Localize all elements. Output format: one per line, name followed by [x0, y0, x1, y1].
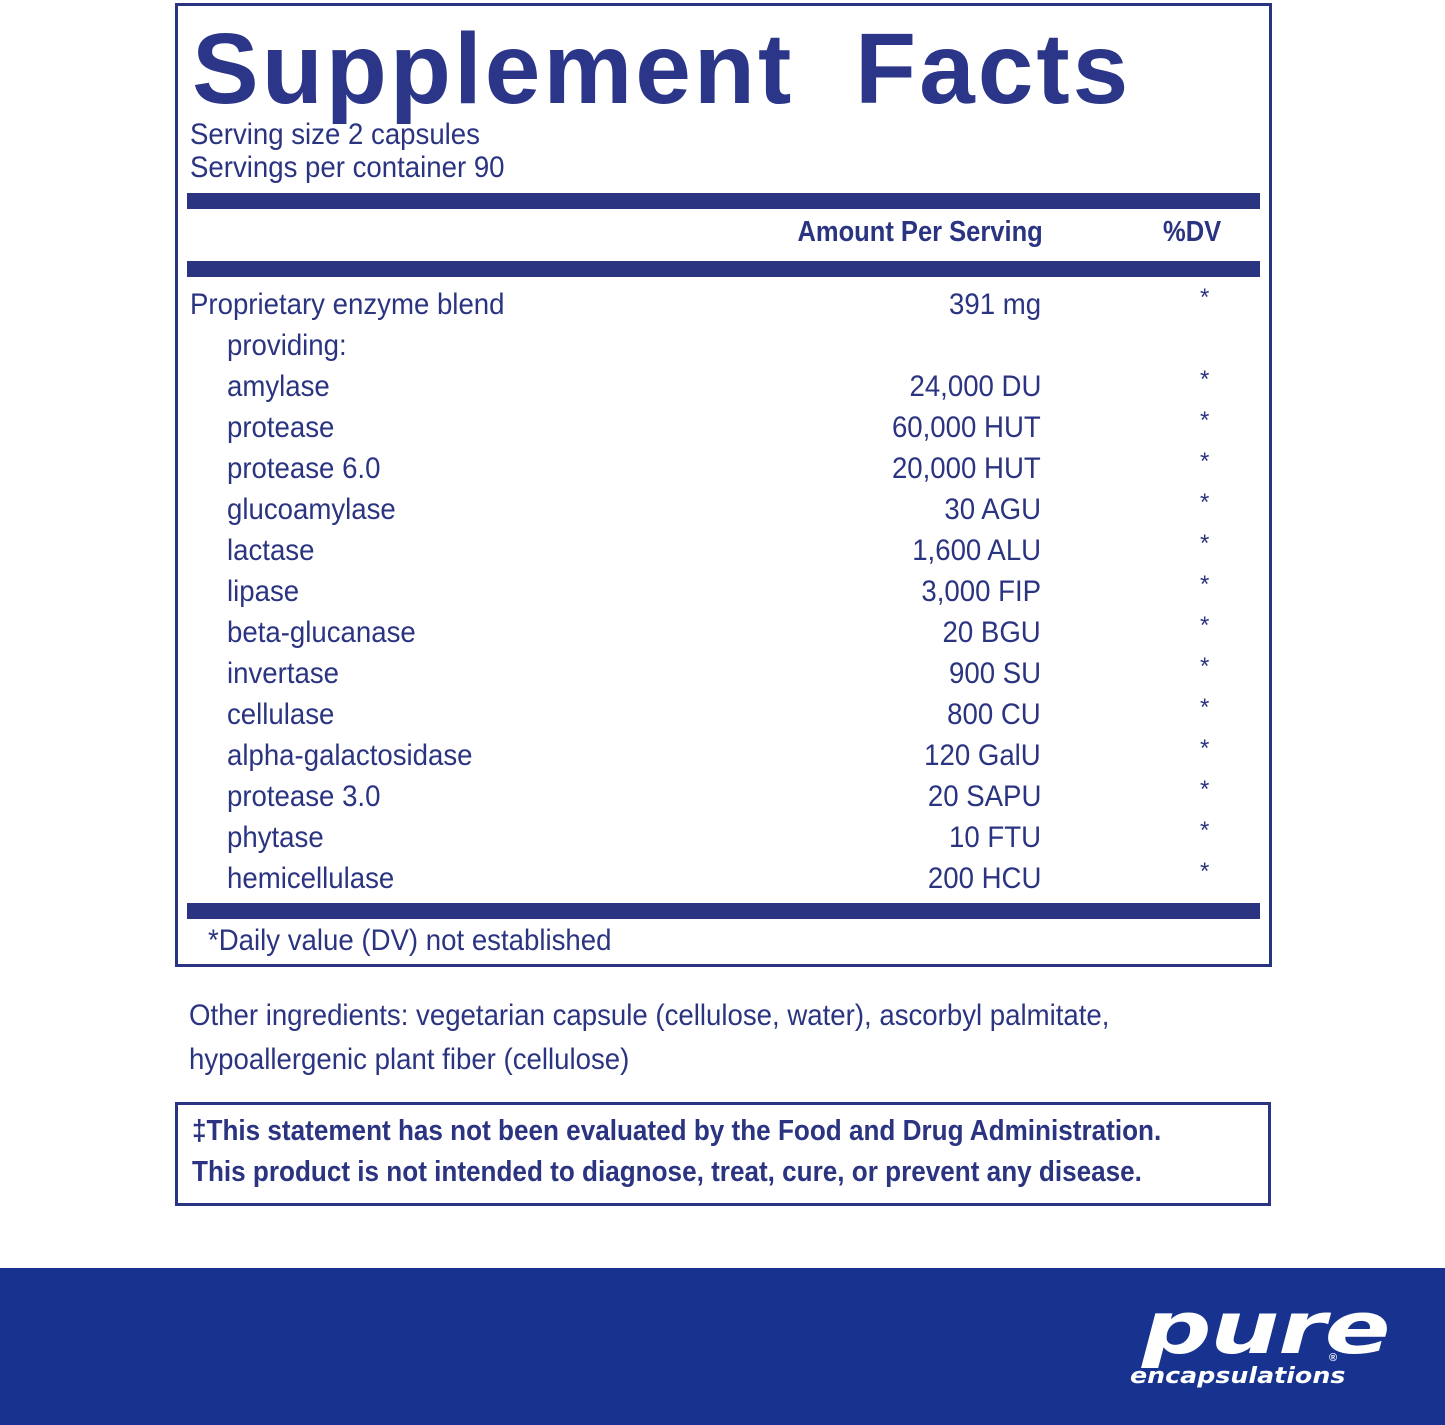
nutrient-dv: *: [1200, 694, 1210, 721]
panel-title: Supplement Facts: [192, 13, 1132, 125]
nutrient-name: Proprietary enzyme blend: [190, 288, 505, 321]
brand-logo: pure encapsulations ®: [1130, 1286, 1391, 1389]
nutrient-row: lipase 3,000 FIP *: [178, 571, 1269, 616]
nutrient-name: cellulase: [227, 698, 335, 731]
nutrient-dv: *: [1200, 489, 1210, 516]
nutrient-name: invertase: [227, 657, 339, 690]
nutrient-dv: *: [1200, 284, 1210, 311]
nutrient-amount: 20 BGU: [942, 616, 1041, 649]
header-dv: %DV: [1163, 216, 1222, 248]
disclaimer-line-1: ‡This statement has not been evaluated b…: [192, 1115, 1162, 1147]
nutrient-name: beta-glucanase: [227, 616, 416, 649]
nutrient-amount: 120 GalU: [924, 739, 1041, 772]
nutrient-name: protease: [227, 411, 335, 444]
divider-bar: [187, 903, 1260, 919]
nutrient-dv: *: [1200, 530, 1210, 557]
nutrient-row: glucoamylase 30 AGU *: [178, 489, 1269, 534]
nutrient-amount: 60,000 HUT: [892, 411, 1041, 444]
nutrient-dv: *: [1200, 366, 1210, 393]
divider-bar: [187, 261, 1260, 277]
nutrient-dv: *: [1200, 571, 1210, 598]
nutrient-amount: 24,000 DU: [909, 370, 1041, 403]
nutrient-amount: 900 SU: [948, 657, 1041, 690]
nutrient-row: protease 3.0 20 SAPU *: [178, 776, 1269, 821]
disclaimer-line-2: This product is not intended to diagnose…: [192, 1156, 1142, 1188]
nutrient-name: lactase: [227, 534, 315, 567]
nutrient-dv: *: [1200, 858, 1210, 885]
nutrient-row: beta-glucanase 20 BGU *: [178, 612, 1269, 657]
nutrient-name: amylase: [227, 370, 330, 403]
nutrient-name: phytase: [227, 821, 324, 854]
nutrient-row: Proprietary enzyme blend 391 mg *: [178, 284, 1269, 329]
nutrient-dv: *: [1200, 448, 1210, 475]
nutrient-amount: 20 SAPU: [927, 780, 1041, 813]
footnote: *Daily value (DV) not established: [208, 924, 612, 957]
supplement-facts-panel: Supplement Facts Serving size 2 capsules…: [175, 3, 1272, 967]
brand-footer: pure encapsulations ®: [0, 1268, 1445, 1425]
nutrient-name: lipase: [227, 575, 300, 608]
fda-disclaimer: ‡This statement has not been evaluated b…: [175, 1102, 1271, 1206]
nutrient-row: alpha-galactosidase 120 GalU *: [178, 735, 1269, 780]
nutrient-amount: 800 CU: [947, 698, 1041, 731]
divider-bar: [187, 193, 1260, 209]
nutrient-name: protease 3.0: [227, 780, 381, 813]
nutrient-row: protease 60,000 HUT *: [178, 407, 1269, 452]
nutrient-row: protease 6.0 20,000 HUT *: [178, 448, 1269, 493]
nutrient-row: lactase 1,600 ALU *: [178, 530, 1269, 575]
nutrient-row: amylase 24,000 DU *: [178, 366, 1269, 411]
nutrient-name: glucoamylase: [227, 493, 396, 526]
nutrient-name: alpha-galactosidase: [227, 739, 473, 772]
serving-size: Serving size 2 capsules: [190, 118, 480, 151]
nutrient-amount: 20,000 HUT: [892, 452, 1041, 485]
nutrient-dv: *: [1200, 776, 1210, 803]
nutrient-row: providing:: [178, 329, 1269, 370]
nutrient-name: providing:: [227, 329, 347, 362]
nutrient-amount: 200 HCU: [927, 862, 1041, 895]
nutrient-row: invertase 900 SU *: [178, 653, 1269, 698]
nutrient-amount: 1,600 ALU: [912, 534, 1041, 567]
nutrient-name: protease 6.0: [227, 452, 381, 485]
nutrient-row: hemicellulase 200 HCU *: [178, 858, 1269, 903]
nutrient-row: phytase 10 FTU *: [178, 817, 1269, 862]
servings-per-container: Servings per container 90: [190, 151, 505, 184]
nutrient-dv: *: [1200, 817, 1210, 844]
nutrient-amount: 30 AGU: [944, 493, 1041, 526]
nutrient-dv: *: [1200, 735, 1210, 762]
other-ingredients: Other ingredients: vegetarian capsule (c…: [189, 999, 1110, 1076]
nutrient-dv: *: [1200, 407, 1210, 434]
nutrient-dv: *: [1200, 612, 1210, 639]
nutrient-row: cellulase 800 CU *: [178, 694, 1269, 739]
nutrient-name: hemicellulase: [227, 862, 395, 895]
header-amount: Amount Per Serving: [797, 216, 1043, 248]
nutrient-amount: 3,000 FIP: [921, 575, 1041, 608]
nutrient-dv: *: [1200, 653, 1210, 680]
nutrient-amount: 10 FTU: [948, 821, 1041, 854]
nutrient-amount: 391 mg: [948, 288, 1041, 321]
